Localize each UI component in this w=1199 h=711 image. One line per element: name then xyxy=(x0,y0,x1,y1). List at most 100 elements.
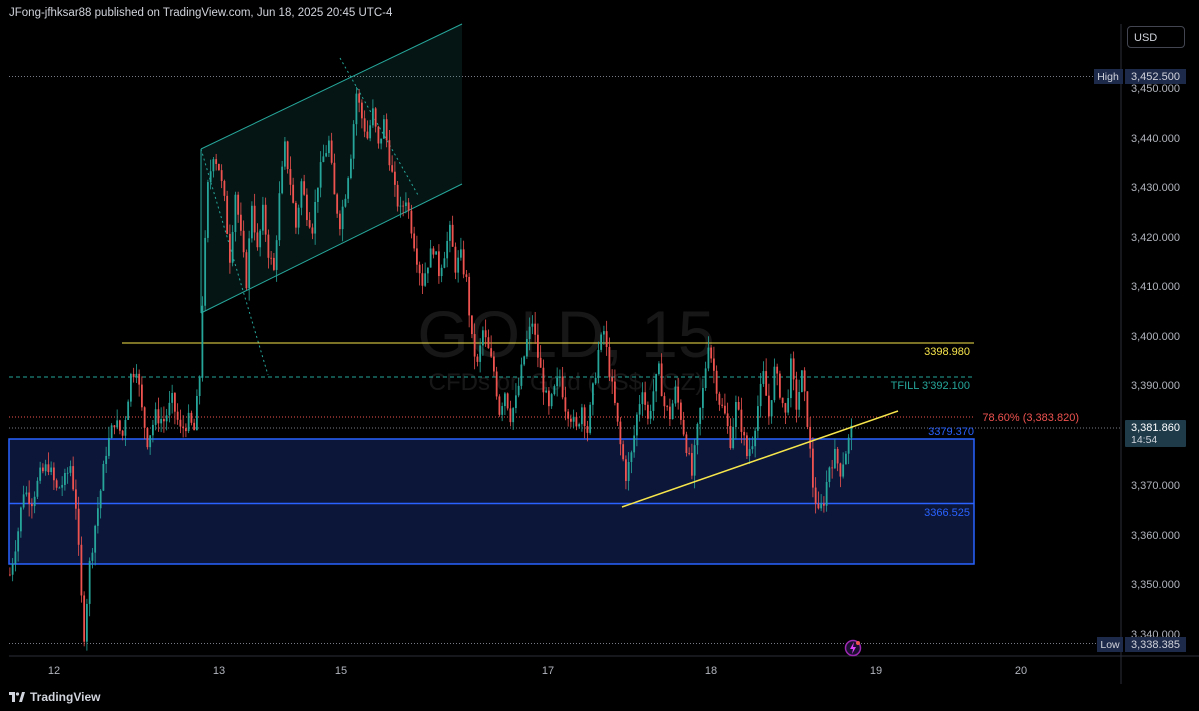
candle-body xyxy=(520,364,523,386)
demand-zone[interactable] xyxy=(8,438,975,565)
candle-body xyxy=(347,178,350,199)
candle-body xyxy=(616,402,619,422)
candle-body xyxy=(267,234,270,258)
candle-body xyxy=(328,140,330,154)
candle-body xyxy=(715,370,718,394)
candle-body xyxy=(264,204,267,235)
candle-body xyxy=(9,574,11,576)
candle-body xyxy=(311,227,314,234)
candle-body xyxy=(201,305,204,378)
candle-body xyxy=(273,257,275,270)
channel-dotted-guide-a xyxy=(200,148,269,376)
candle-body xyxy=(124,419,127,436)
candle-body xyxy=(707,347,710,369)
candle-body xyxy=(339,213,341,230)
candle-body xyxy=(39,467,42,481)
candle-body xyxy=(462,249,465,275)
candle-body xyxy=(292,184,295,203)
tradingview-logo-icon xyxy=(9,691,25,702)
candle-body xyxy=(655,374,658,392)
candle-body xyxy=(724,405,726,414)
candle-body xyxy=(476,356,479,362)
candle-body xyxy=(754,430,757,447)
candle-body xyxy=(512,408,515,423)
candle-body xyxy=(284,141,286,167)
candle-body xyxy=(110,425,113,438)
candle-body xyxy=(644,392,647,405)
candle-body xyxy=(413,233,416,249)
candle-body xyxy=(421,273,424,286)
candle-body xyxy=(570,418,572,422)
candle-body xyxy=(69,466,72,473)
candle-body xyxy=(383,119,385,139)
candle-body xyxy=(358,93,361,103)
rising-channel[interactable] xyxy=(201,24,462,313)
candle-body xyxy=(160,419,163,424)
candle-body xyxy=(88,560,91,604)
candle-body xyxy=(625,459,627,481)
candle-body xyxy=(790,358,792,399)
candle-body xyxy=(127,401,130,420)
candle-body xyxy=(831,467,834,469)
candle-body xyxy=(493,356,495,372)
candle-body xyxy=(135,373,138,378)
currency-button[interactable]: USD xyxy=(1127,26,1185,48)
candle-body xyxy=(306,194,308,221)
candle-body xyxy=(746,435,748,457)
lightning-event-icon[interactable] xyxy=(844,639,862,657)
candle-body xyxy=(113,425,116,428)
candle-body xyxy=(14,551,17,564)
published-info: JFong-jfhksar88 published on TradingView… xyxy=(9,7,393,19)
candle-body xyxy=(567,411,570,419)
candle-body xyxy=(534,323,537,335)
candle-body xyxy=(17,531,20,552)
candle-body xyxy=(402,205,405,207)
candle-body xyxy=(614,381,616,403)
ascending-trendline[interactable] xyxy=(621,410,899,508)
candle-body xyxy=(553,386,556,395)
candle-body xyxy=(787,398,790,413)
candle-body xyxy=(699,407,702,424)
candle-body xyxy=(278,193,281,241)
candle-body xyxy=(608,346,611,378)
candle-body xyxy=(42,467,44,472)
y-tick-label: 3,390.000 xyxy=(1131,380,1180,392)
candle-body xyxy=(303,181,306,195)
candle-body xyxy=(259,230,262,248)
candle-body xyxy=(424,273,427,286)
candle-body xyxy=(586,426,589,433)
candle-body xyxy=(165,415,168,422)
candle-body xyxy=(174,393,176,412)
candle-body xyxy=(229,233,231,263)
candle-body xyxy=(572,416,575,422)
candle-body xyxy=(446,240,449,259)
candle-body xyxy=(603,331,605,335)
candle-body xyxy=(526,339,528,357)
candle-body xyxy=(457,257,460,273)
footer: TradingView xyxy=(0,684,1199,711)
candle-body xyxy=(732,426,735,449)
candle-body xyxy=(363,118,366,132)
candle-body xyxy=(336,194,339,214)
candle-body xyxy=(528,326,531,340)
candle-body xyxy=(817,503,820,509)
zone-mid-label: 3366.525 xyxy=(924,507,970,519)
tradingview-logo-text: TradingView xyxy=(30,690,101,704)
candle-body xyxy=(308,220,311,228)
candle-body xyxy=(545,390,548,393)
candle-body xyxy=(215,159,218,164)
candle-body xyxy=(256,232,259,248)
candle-body xyxy=(234,194,237,233)
channel-dotted-guide-b xyxy=(339,57,419,196)
candle-body xyxy=(550,394,553,407)
candle-body xyxy=(812,448,814,488)
candle-body xyxy=(765,371,768,396)
tradingview-logo[interactable]: TradingView xyxy=(9,690,100,704)
candle-body xyxy=(583,407,586,427)
candle-body xyxy=(630,452,633,463)
candle-body xyxy=(798,392,801,410)
candle-body xyxy=(537,334,539,358)
high-badge-label: High xyxy=(1097,71,1119,83)
candle-body xyxy=(163,419,165,422)
